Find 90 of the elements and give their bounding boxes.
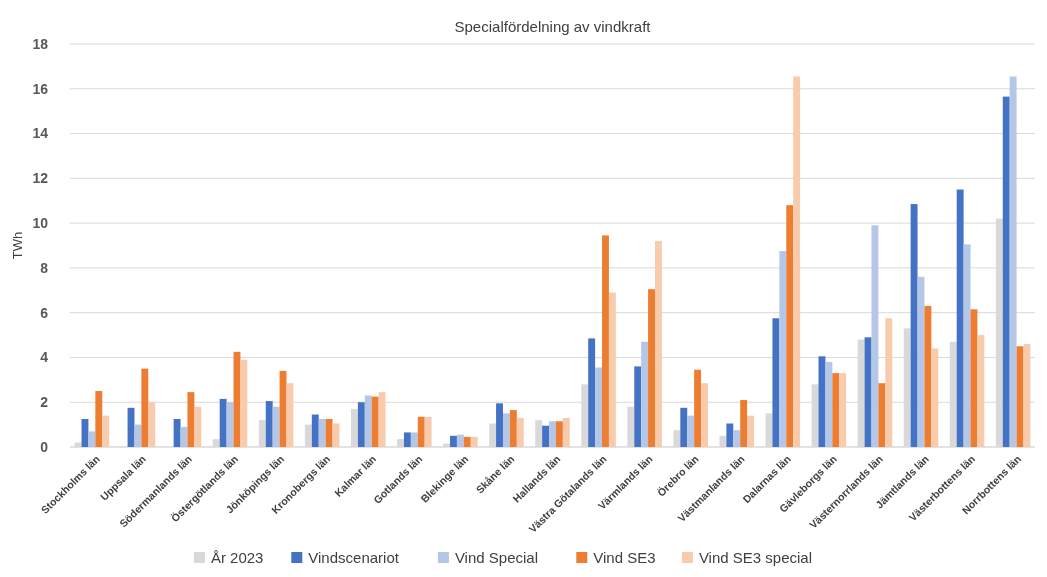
y-tick-label: 10 [32,215,49,232]
bar [265,401,273,447]
bar [410,432,418,447]
bar [417,416,425,447]
bar [910,204,918,447]
bar [1023,344,1031,447]
bar [219,398,227,447]
bar [680,407,688,447]
bar [588,338,596,447]
bar [1009,76,1017,447]
bar [542,425,550,447]
bar [325,419,333,447]
y-tick-label: 4 [40,349,49,366]
bar [102,415,110,447]
bar [602,235,609,447]
bar [772,318,780,447]
bar [456,434,464,447]
bar [173,419,181,447]
bar [786,205,794,447]
bar [733,430,741,447]
bar [378,392,386,447]
y-tick-label: 8 [40,259,49,276]
y-tick-label: 0 [40,438,49,455]
bar [740,399,748,447]
bar [654,241,662,447]
y-tick-label: 6 [40,304,49,321]
y-tick-label: 12 [32,170,49,187]
bar [95,391,103,447]
bar [555,421,563,447]
y-tick-label: 2 [40,394,49,411]
bar [187,392,195,447]
bar [634,366,642,447]
bar [956,189,964,447]
bar [931,348,939,447]
bar [226,402,234,447]
bar [648,289,655,447]
bar [595,367,603,447]
bar [878,383,886,447]
bar [793,76,801,447]
bar [148,402,156,447]
bar [694,369,702,447]
bar [318,419,326,447]
bar [194,406,202,447]
y-tick-label: 14 [32,125,49,142]
bar [134,424,142,447]
bar [871,225,879,447]
bar [509,410,517,447]
legend-label: Vind SE3 special [698,549,813,566]
bar [549,421,556,447]
bar [726,423,734,447]
legend-label: Vind SE3 [593,549,656,566]
bar [747,415,755,447]
bar [562,417,570,447]
bar [516,417,524,447]
bar [364,395,372,447]
bar [403,432,411,447]
bar [88,431,96,447]
bar [608,292,616,447]
bar [779,251,787,447]
bar [470,436,478,447]
y-tick-label: 18 [32,35,49,52]
bar [311,414,319,447]
bar [977,335,985,447]
bar [924,305,932,447]
bar [1002,96,1010,447]
bar [450,435,457,447]
bar [701,383,708,447]
y-axis-title: TWh [10,231,25,260]
bar [963,244,971,447]
bar [641,341,649,447]
bar [502,413,510,447]
bar [832,373,840,447]
bar [357,402,365,447]
bar [496,403,503,447]
bar [839,373,847,447]
legend-label: Vindscenariot [308,549,400,566]
bar [141,368,149,447]
chart-title: Specialfördelning av vindkraft [454,18,652,35]
bar [424,416,432,447]
bar [463,436,471,447]
bar [687,415,695,447]
bar [240,359,248,447]
legend-label: År 2023 [210,549,264,566]
legend-label: Vind Special [454,549,539,566]
bar [272,406,280,447]
bar [286,383,294,447]
y-tick-label: 16 [32,80,49,97]
bar [371,396,379,447]
bar [885,318,893,447]
bar [825,361,833,447]
